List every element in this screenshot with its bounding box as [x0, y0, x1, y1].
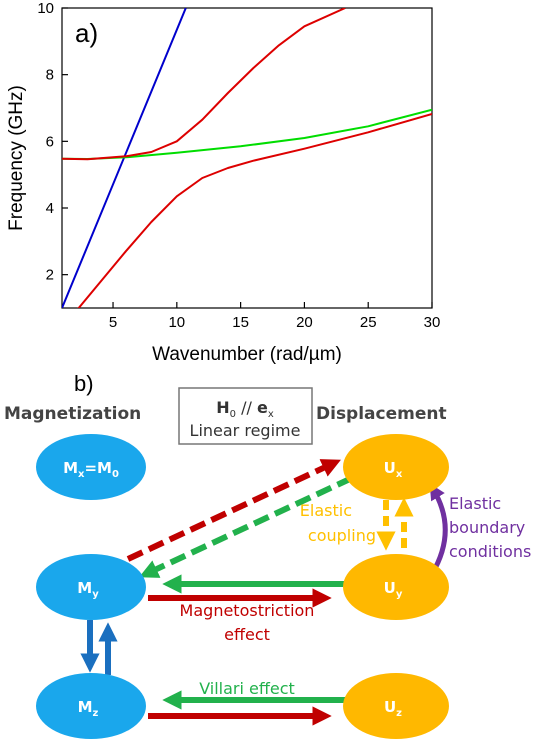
series-line-3 — [77, 113, 432, 308]
y-tick-label: 2 — [46, 267, 54, 284]
x-tick-label: 25 — [360, 314, 377, 331]
condition-box — [178, 387, 313, 445]
x-axis-label: Wavenumber (rad/µm) — [152, 344, 342, 365]
regime-label: Linear regime — [190, 421, 301, 440]
x-tick-label: 30 — [424, 314, 441, 331]
node-uz — [343, 673, 449, 739]
node-uy — [343, 554, 449, 620]
y-tick-label: 8 — [46, 67, 54, 84]
villari-label: Villari effect — [199, 679, 295, 698]
dashed-arrow-my-to-ux — [126, 459, 341, 562]
header-displacement: Displacement — [316, 404, 447, 424]
x-tick-label: 20 — [296, 314, 313, 331]
series-line-2 — [62, 8, 346, 161]
y-tick-label: 6 — [46, 133, 54, 150]
header-magnetization: Magnetization — [4, 404, 141, 424]
node-my-label: My — [77, 579, 99, 600]
magnetostriction-line2: effect — [224, 625, 270, 644]
elastic-boundary-line2: boundary — [449, 518, 525, 537]
arrow-elastic-boundary — [429, 483, 448, 576]
field-condition: H0 // ex — [216, 398, 274, 420]
node-ux-label: Ux — [384, 459, 403, 480]
node-ux — [343, 434, 449, 500]
ticks-layer: 5 10 15 20 25 30 2 4 6 8 10 — [37, 0, 440, 331]
node-my — [36, 554, 146, 620]
node-uy-label: Uy — [384, 579, 403, 600]
series-line-1 — [62, 108, 432, 160]
plot-frame — [61, 7, 433, 309]
coupling-diagram: b) Magnetization Displacement H0 // ex L… — [4, 371, 531, 739]
y-tick-label: 4 — [46, 200, 54, 217]
elastic-coupling-line1: Elastic — [300, 501, 352, 520]
panel-b-label: b) — [74, 371, 94, 396]
elastic-boundary-line1: Elastic — [449, 494, 501, 513]
panel-a-label: a) — [75, 18, 98, 48]
node-mx — [36, 434, 146, 500]
elastic-coupling-line2: coupling — [308, 526, 376, 545]
node-mz — [36, 673, 146, 739]
node-mz-label: Mz — [78, 698, 99, 719]
magnetostriction-line1: Magnetostriction — [180, 601, 315, 620]
dashed-arrow-ux-to-my — [139, 475, 354, 578]
series-layer — [62, 8, 432, 308]
node-mx-label: Mx=M0 — [63, 459, 119, 480]
dispersion-chart: 5 10 15 20 25 30 2 4 6 8 10 a) Wavenumber (rad/µm)… — [6, 0, 440, 365]
x-tick-label: 10 — [168, 314, 185, 331]
x-tick-label: 15 — [232, 314, 249, 331]
y-tick-label: 10 — [37, 0, 54, 17]
node-uz-label: Uz — [384, 698, 402, 719]
x-tick-label: 5 — [109, 314, 117, 331]
elastic-boundary-line3: conditions — [449, 542, 531, 561]
y-axis-label: Frequency (GHz) — [6, 85, 27, 231]
